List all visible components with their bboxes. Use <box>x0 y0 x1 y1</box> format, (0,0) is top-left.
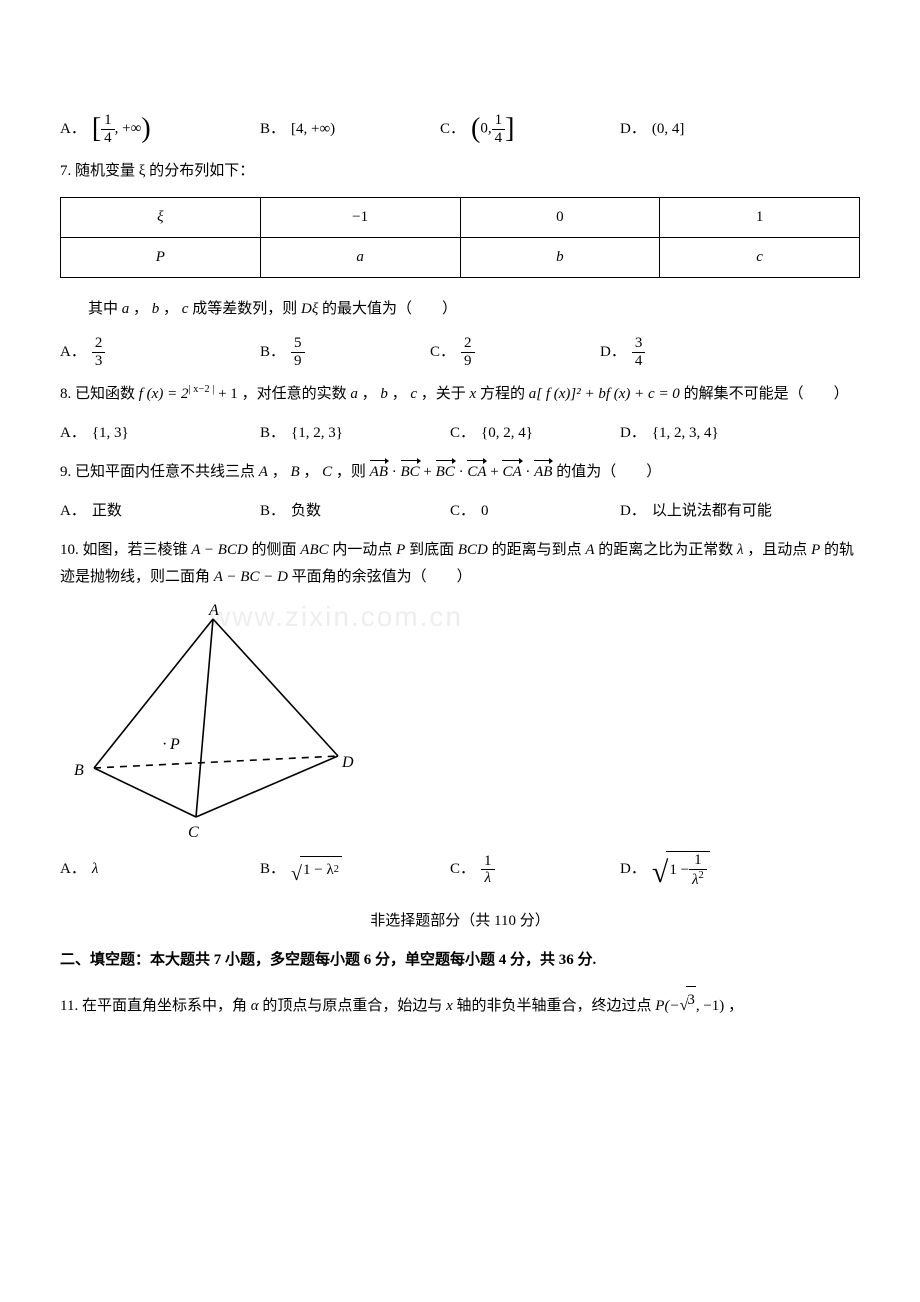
section2-head: 二、填空题：本大题共 7 小题，多空题每小题 6 分，单空题每小题 4 分，共 … <box>60 947 860 974</box>
q8-opt-c: C．{0, 2, 4} <box>450 420 620 447</box>
q7-opt-c: C． 29 <box>430 335 600 369</box>
q10-figure: A B C D · P <box>78 603 368 839</box>
q7-table: ξ −1 0 1 P a b c <box>60 197 860 278</box>
vec-ab: AB <box>370 460 388 486</box>
q8-opt-d: D．{1, 2, 3, 4} <box>620 420 719 447</box>
fig-label-d: D <box>342 749 354 778</box>
q9-opt-d: D．以上说法都有可能 <box>620 498 772 525</box>
q9-opt-c: C．0 <box>450 498 620 525</box>
q6-opt-c: C． (0,14] <box>440 112 620 146</box>
q10-stem: 10. 如图，若三棱锥 A − BCD 的侧面 ABC 内一动点 P 到底面 B… <box>60 537 860 591</box>
q6-options: A． [14, +∞) B． [4, +∞) C． (0,14] D． (0, … <box>60 112 860 146</box>
fig-label-c: C <box>188 819 199 848</box>
q10-opt-b: B． √1 − λ2 <box>260 856 450 884</box>
q10-opt-d: D． √1 − 1λ2 <box>620 851 710 888</box>
q6-opt-d: D． (0, 4] <box>620 116 684 143</box>
q8-opt-b: B．{1, 2, 3} <box>260 420 450 447</box>
fig-label-p: P <box>170 731 180 760</box>
q7-cond: 其中 a ， b ， c 成等差数列，则 Dξ 的最大值为（ ） <box>60 296 860 323</box>
q6-c-label: C． <box>440 116 465 143</box>
q7-opt-b: B． 59 <box>260 335 430 369</box>
fig-label-pdot: · <box>162 731 167 760</box>
q8-opt-a: A．{1, 3} <box>60 420 260 447</box>
q6-d-label: D． <box>620 116 646 143</box>
q6-opt-a: A． [14, +∞) <box>60 112 260 146</box>
q7-opt-a: A． 23 <box>60 335 260 369</box>
q9-stem: 9. 已知平面内任意不共线三点 A ， B ， C ，则 AB · BC + B… <box>60 459 860 486</box>
q9-opt-a: A．正数 <box>60 498 260 525</box>
q7-table-row1: ξ −1 0 1 <box>61 198 860 238</box>
q7-stem: 7. 随机变量 ξ 的分布列如下： <box>60 158 860 185</box>
q6-opt-b: B． [4, +∞) <box>260 116 440 143</box>
q8-options: A．{1, 3} B．{1, 2, 3} C．{0, 2, 4} D．{1, 2… <box>60 420 860 447</box>
q10-options: A． λ B． √1 − λ2 C． 1λ D． √1 − 1λ2 <box>60 851 860 888</box>
q7-opt-d: D． 34 <box>600 335 645 369</box>
nonchoice-head: 非选择题部分（共 110 分） <box>60 908 860 935</box>
fig-label-a: A <box>209 597 219 626</box>
q6-a-label: A． <box>60 116 86 143</box>
q10-opt-a: A． λ <box>60 856 260 883</box>
fig-label-b: B <box>74 757 84 786</box>
q7-options: A． 23 B． 59 C． 29 D． 34 <box>60 335 860 369</box>
tetrahedron-svg <box>78 603 368 839</box>
q9-opt-b: B．负数 <box>260 498 450 525</box>
q8-stem: 8. 已知函数 f (x) = 2| x−2 | + 1 ，对任意的实数 a ，… <box>60 381 860 408</box>
q11-stem: 11. 在平面直角坐标系中，角 α 的顶点与原点重合，始边与 x 轴的非负半轴重… <box>60 986 860 1020</box>
q6-b-label: B． <box>260 116 285 143</box>
q9-options: A．正数 B．负数 C．0 D．以上说法都有可能 <box>60 498 860 525</box>
q7-table-row2: P a b c <box>61 238 860 278</box>
q10-opt-c: C． 1λ <box>450 853 620 887</box>
